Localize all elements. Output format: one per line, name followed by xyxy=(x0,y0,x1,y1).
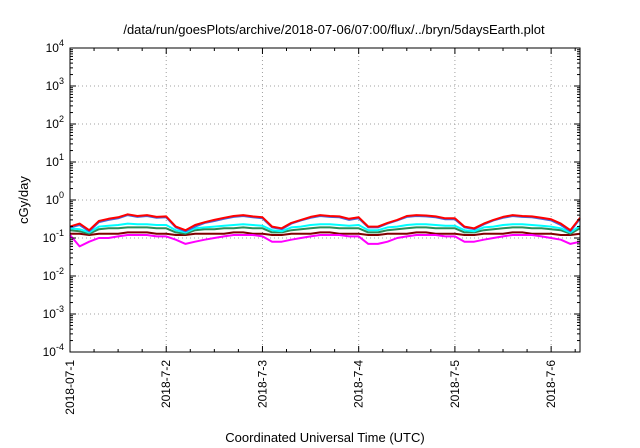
x-tick-label: 2018-7-6 xyxy=(544,360,558,408)
y-tick-label-base: 10 xyxy=(43,269,57,283)
axis-ticks xyxy=(69,47,580,353)
y-tick-label: 10-3 xyxy=(43,304,64,321)
y-tick-label: 100 xyxy=(46,190,64,207)
grid-lines xyxy=(70,48,580,352)
y-tick-label-base: 10 xyxy=(43,345,57,359)
y-tick-label-exponent: 3 xyxy=(59,76,64,86)
y-tick-label-exponent: -3 xyxy=(56,304,64,314)
series-line xyxy=(69,222,581,234)
y-tick-label-base: 10 xyxy=(43,231,57,245)
y-tick-label: 10-1 xyxy=(43,228,64,245)
y-tick-label-exponent: 0 xyxy=(59,190,64,200)
y-tick-label: 103 xyxy=(46,76,64,93)
y-tick-label-exponent: -4 xyxy=(56,342,64,352)
y-tick-label: 102 xyxy=(46,114,64,131)
x-tick-label: 2018-07-1 xyxy=(63,360,77,415)
y-tick-label-base: 10 xyxy=(46,193,60,207)
y-tick-label-exponent: 4 xyxy=(59,38,64,48)
y-tick-label: 104 xyxy=(46,38,64,55)
x-tick-label: 2018-7-2 xyxy=(159,360,173,408)
series-line xyxy=(69,234,581,248)
y-tick-label-exponent: -2 xyxy=(56,266,64,276)
y-tick-label-base: 10 xyxy=(46,117,60,131)
y-tick-label-exponent: 2 xyxy=(59,114,64,124)
x-tick-label: 2018-7-5 xyxy=(448,360,462,408)
x-tick-labels: 2018-07-1 2018-7-2 2018-7-3 2018-7-4 2018-7-… xyxy=(63,360,558,415)
series-line xyxy=(70,231,581,236)
y-axis-label: cGy/day xyxy=(16,176,31,224)
series-group xyxy=(69,213,581,248)
y-tick-label-base: 10 xyxy=(46,79,60,93)
x-tick-label: 2018-7-3 xyxy=(255,360,269,408)
y-tick-label-exponent: -1 xyxy=(56,228,64,238)
x-axis-label: Coordinated Universal Time (UTC) xyxy=(225,430,424,445)
y-tick-label-base: 10 xyxy=(43,307,57,321)
chart-title: /data/run/goesPlots/archive/2018-07-06/0… xyxy=(123,22,545,37)
y-tick-label-base: 10 xyxy=(46,41,60,55)
y-tick-label: 101 xyxy=(46,152,64,169)
series-line xyxy=(69,226,581,235)
y-tick-label-base: 10 xyxy=(46,155,60,169)
y-tick-label: 10-2 xyxy=(43,266,64,283)
y-tick-label: 10-4 xyxy=(43,342,64,359)
series-line xyxy=(69,213,581,232)
y-tick-label-exponent: 1 xyxy=(59,152,64,162)
x-tick-label: 2018-7-4 xyxy=(352,360,366,408)
